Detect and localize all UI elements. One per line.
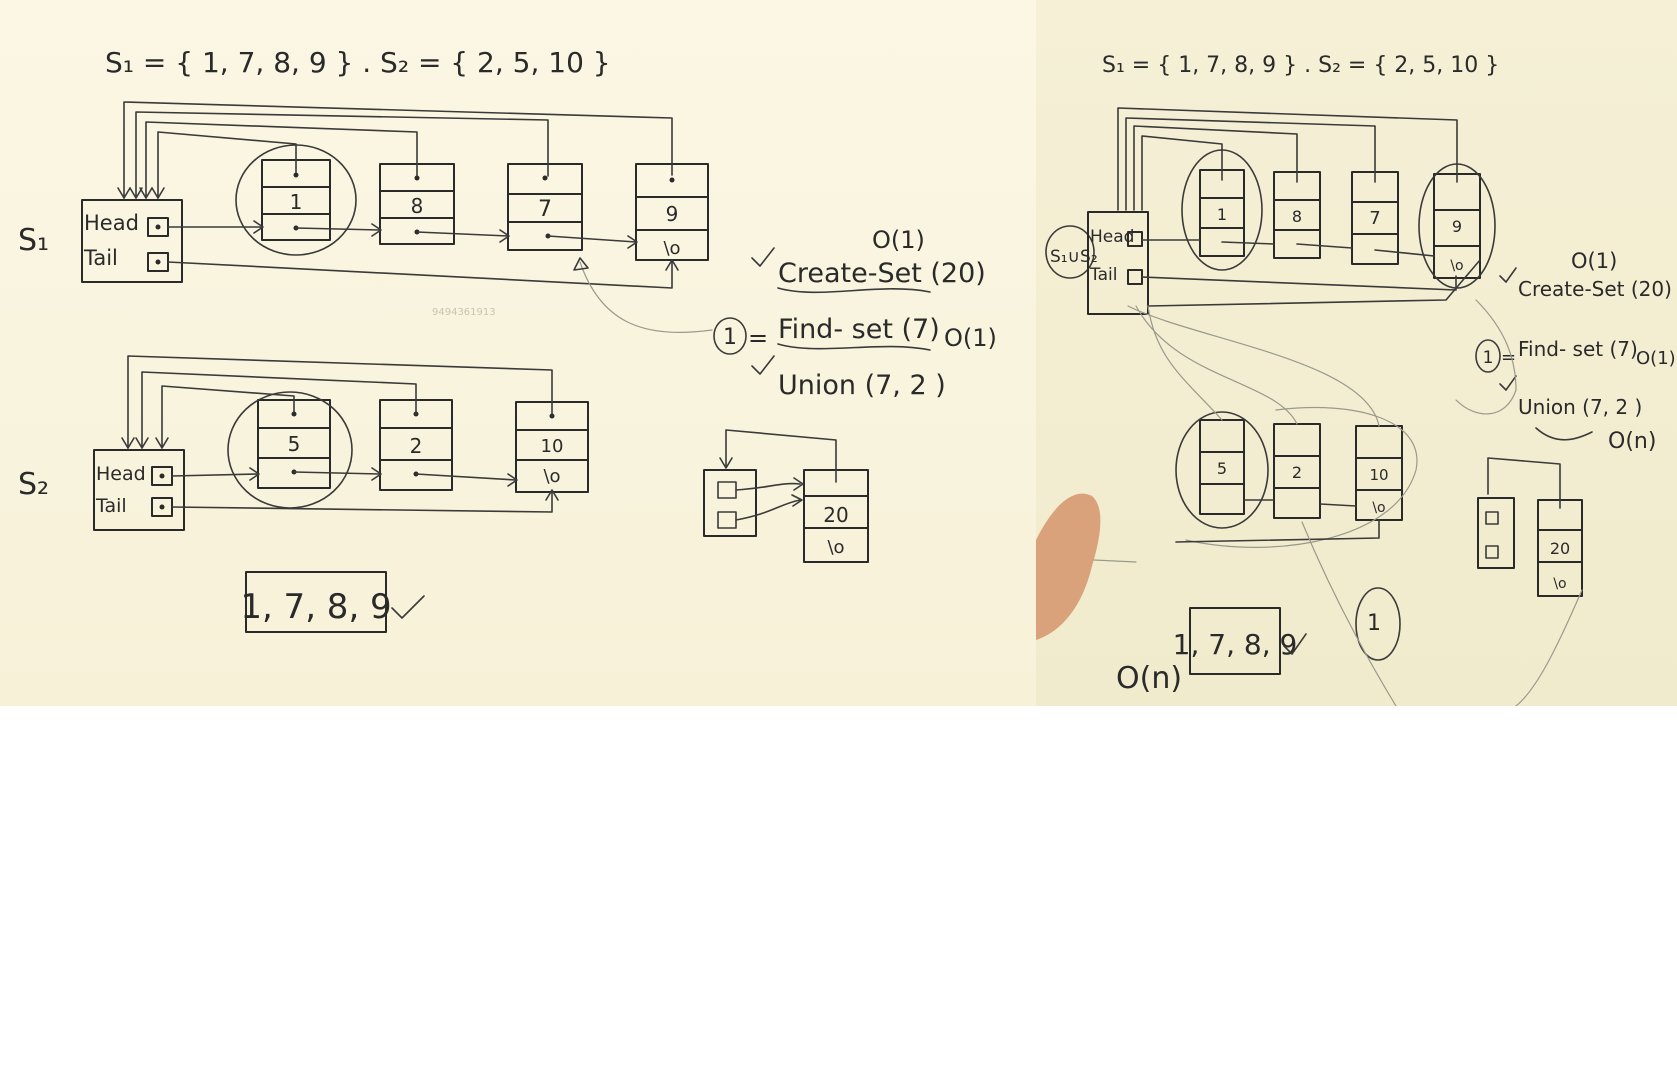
new-set-node-value: 20: [823, 503, 848, 527]
right-s1-list: 1 8 7 9 \o: [1117, 107, 1496, 307]
right-find-op: Find- set (7): [1518, 337, 1638, 361]
find-link-line: [579, 261, 713, 334]
s1-node-4-nil: \o: [663, 238, 680, 259]
result-value: 1, 7, 8, 9: [240, 587, 391, 627]
right-sets-definition: S₁ = { 1, 7, 8, 9 } . S₂ = { 2, 5, 10 }: [1102, 53, 1499, 78]
s2-node-1: 5: [257, 399, 331, 489]
s1-node-4-value: 9: [666, 202, 679, 226]
right-s1-node-4: 9: [1452, 217, 1462, 236]
svg-text:\o: \o: [1553, 576, 1566, 592]
s2-node-3-nil: \o: [543, 466, 560, 487]
find-set-cost: O(1): [944, 324, 997, 352]
watermark: 9494361913: [432, 307, 496, 318]
whiteboard-left: S₁ = { 1, 7, 8, 9 } . S₂ = { 2, 5, 10 } …: [0, 0, 1036, 706]
s1-head-label: Head: [84, 211, 139, 235]
right-diagram: S₁ = { 1, 7, 8, 9 } . S₂ = { 2, 5, 10 } …: [1036, 53, 1676, 706]
s2-set-pointers: [121, 355, 559, 513]
right-new-set-20: 20 \o: [1477, 457, 1583, 706]
right-s2-node-3: 10: [1369, 466, 1388, 484]
right-head-label: Head: [1090, 227, 1134, 247]
right-union-op: Union (7, 2 ): [1518, 395, 1642, 419]
s1-header-box: Head Tail: [81, 199, 183, 283]
right-header-box: Head Tail: [1087, 211, 1149, 315]
s1-node-3-value: 7: [538, 197, 552, 222]
whiteboard-right: S₁ = { 1, 7, 8, 9 } . S₂ = { 2, 5, 10 } …: [1036, 0, 1677, 706]
s1-node-4: 9 \o: [635, 163, 709, 261]
s1-node-3: 7: [507, 163, 583, 251]
right-s1-node-2: 8: [1292, 207, 1302, 226]
right-find-result: 1: [1483, 348, 1494, 368]
create-set-op: Create-Set (20): [778, 258, 986, 289]
s1-node-1-value: 1: [290, 190, 303, 214]
sets-definition: S₁ = { 1, 7, 8, 9 } . S₂ = { 2, 5, 10 }: [105, 46, 611, 79]
right-circled-one: [1355, 587, 1401, 661]
s2-node-2-value: 2: [410, 434, 423, 458]
svg-text:\o: \o: [1372, 500, 1385, 516]
find-equals: =: [748, 324, 768, 352]
right-result-value: 1, 7, 8, 9: [1173, 628, 1298, 661]
union-op: Union (7, 2 ): [778, 370, 946, 401]
right-create-op: Create-Set (20): [1518, 277, 1672, 301]
right-result-box: 1, 7, 8, 9: [1173, 607, 1307, 675]
find-result: 1: [723, 325, 737, 350]
right-find-cost: O(1): [1636, 348, 1676, 369]
s1-set-pointers: [117, 101, 679, 289]
s1-node-1: 1: [261, 159, 331, 241]
s1-label: S₁: [18, 223, 49, 258]
s2-tail-label: Tail: [95, 495, 127, 517]
result-check: [391, 595, 425, 619]
find-set-op: Find- set (7): [778, 314, 940, 345]
find-result-circle: [713, 317, 747, 355]
right-union-cost: O(n): [1608, 429, 1656, 454]
right-new-set-node: 20: [1550, 539, 1570, 558]
presenter-hand: [1036, 493, 1101, 640]
s2-node-1-value: 5: [288, 432, 301, 456]
right-tail-label: Tail: [1089, 265, 1117, 285]
right-create-cost: O(1): [1571, 249, 1617, 273]
result-box: 1, 7, 8, 9: [240, 571, 425, 633]
s2-header-box: Head Tail: [93, 449, 185, 531]
right-operations-list: O(1) Create-Set (20) 1 = Find- set (7) O…: [1455, 249, 1676, 454]
union-set-label: S₁∪S₂: [1050, 247, 1098, 267]
new-set-20: 20 \o: [703, 429, 869, 563]
union-check: [751, 355, 775, 375]
operations-list: O(1) Create-Set (20) 1 = Find- set (7) O…: [573, 226, 997, 401]
s2-head-label: Head: [96, 463, 146, 485]
svg-text:\o: \o: [1450, 258, 1463, 274]
right-s2-node-1: 5: [1217, 459, 1227, 478]
right-s1-node-1: 1: [1217, 205, 1227, 224]
right-s1-node-3: 7: [1369, 208, 1380, 229]
right-bottom-cost: O(n): [1116, 661, 1182, 696]
left-diagram: S₁ = { 1, 7, 8, 9 } . S₂ = { 2, 5, 10 } …: [18, 46, 997, 633]
s1-tail-label: Tail: [83, 246, 118, 270]
right-s2-node-2: 2: [1292, 463, 1302, 482]
right-circled-value: 1: [1367, 611, 1381, 636]
create-set-cost: O(1): [872, 226, 925, 254]
create-set-check: [751, 247, 775, 267]
s1-node-2-value: 8: [411, 194, 424, 218]
s2-node-3-value: 10: [541, 436, 564, 457]
right-s2-list: 5 2 10 \o: [1127, 305, 1418, 548]
s2-node-2: 2: [379, 399, 453, 491]
svg-text:\o: \o: [827, 537, 844, 558]
s2-label: S₂: [18, 467, 49, 502]
